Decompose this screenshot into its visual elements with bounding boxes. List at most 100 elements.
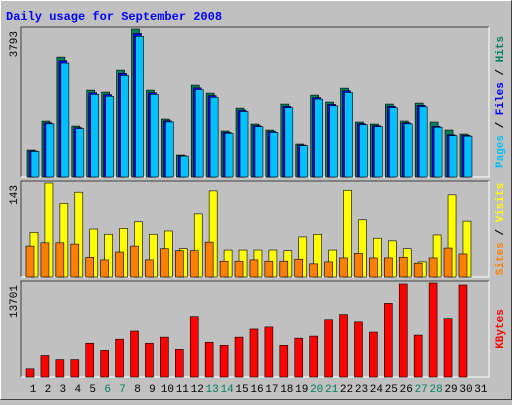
bar [369,257,378,278]
x-tick-label: 5 [89,384,96,396]
x-tick-label: 16 [250,384,263,396]
bar [209,96,219,178]
bar [25,368,35,378]
bar [279,345,289,378]
legend-entry: KBytes [495,309,507,349]
bar [354,253,363,278]
y-tick-label: 13701 [9,285,21,318]
bar [25,245,35,278]
bar [264,260,274,278]
bar [413,334,423,378]
x-tick-label: 9 [149,384,156,396]
x-tick-label: 28 [430,384,443,396]
x-tick-label: 29 [444,384,457,396]
chart-title: Daily usage for September 2008 [6,10,222,24]
bar [309,335,318,378]
bar [224,133,234,178]
bar [309,263,318,278]
x-tick-label: 31 [474,384,488,396]
bar [189,316,199,378]
panel-edge-dark [20,280,489,377]
bar [115,251,124,278]
bar [324,261,333,278]
bar [294,337,304,378]
legend-entry: Files [495,82,507,115]
x-tick-label: 19 [295,384,308,396]
bar [398,256,408,278]
bar [219,260,229,278]
bar [165,121,174,178]
bar [75,128,85,178]
bar [100,350,109,378]
bar [130,245,139,278]
bar [384,257,393,278]
bar [264,326,274,378]
bar [85,256,95,278]
bar [389,107,398,178]
x-tick-label: 21 [325,384,339,396]
bar [135,35,144,178]
bar [344,92,353,178]
x-tick-label: 27 [415,384,428,396]
bar [369,331,378,378]
bar [45,123,55,178]
bar [234,336,244,378]
bar [145,259,154,278]
bar [55,242,65,278]
bar [249,328,259,378]
x-tick-label: 22 [340,384,353,396]
bar [329,105,338,178]
bar [145,342,154,378]
x-tick-label: 20 [310,384,323,396]
bar [150,94,159,178]
bar [85,342,95,378]
bar [384,303,393,378]
bar [90,94,100,178]
bar [324,319,333,378]
bar [443,247,453,278]
legend-separator: / [495,115,507,135]
x-tick-label: 11 [176,384,190,396]
bar [115,338,124,378]
bar [160,336,169,378]
x-tick-label: 12 [191,384,204,396]
bar [249,259,259,278]
legend-entry: Hits [495,36,507,62]
legend: Pages / Files / Hits [495,36,507,168]
bar [189,250,199,278]
bar [428,257,438,278]
legend-separator: / [495,222,507,242]
x-tick-label: 7 [119,384,126,396]
bar [428,282,438,378]
legend: KBytes [495,309,507,349]
legend-entry: Pages [495,135,507,168]
x-tick-label: 2 [45,384,52,396]
x-tick-label: 24 [370,384,384,396]
bar [180,155,189,178]
x-tick-label: 4 [74,384,81,396]
panel-edge-dark [20,180,489,277]
x-tick-label: 30 [459,384,472,396]
bar [279,260,289,278]
bar [234,260,244,278]
bar [458,253,468,278]
x-tick-label: 8 [134,384,141,396]
bar [294,258,304,278]
bar [458,284,468,378]
bar [418,106,428,178]
bar [70,243,80,278]
x-tick-label: 26 [400,384,413,396]
bar [40,355,50,378]
x-tick-label: 3 [60,384,67,396]
bar [55,359,65,378]
bar [339,314,348,378]
bar [239,111,249,178]
bar [374,126,383,178]
x-tick-label: 15 [235,384,248,396]
bar [204,341,214,378]
y-tick-label: 3793 [9,31,21,57]
x-tick-label: 14 [220,384,234,396]
bar [354,321,363,378]
bar [70,359,80,378]
